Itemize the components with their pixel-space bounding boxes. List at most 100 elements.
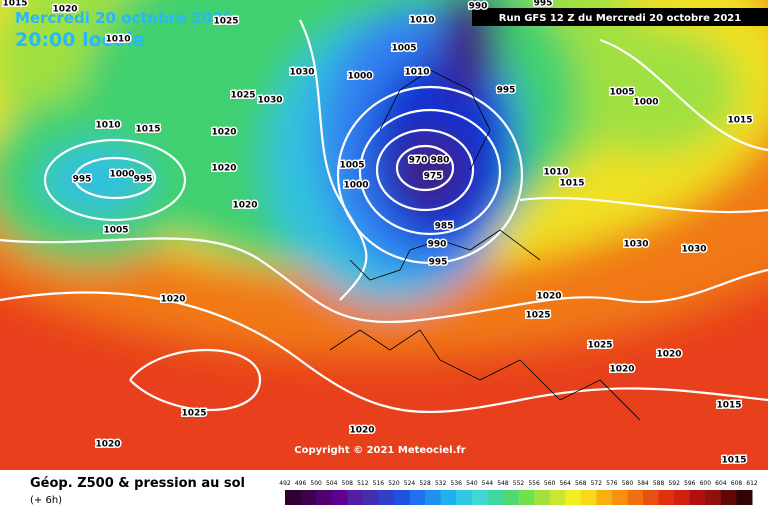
isobar-label: 1020 <box>656 350 681 360</box>
isobar-label: 995 <box>429 258 448 268</box>
color-swatch <box>736 490 753 505</box>
color-swatch <box>689 490 706 505</box>
scale-label: 536 <box>451 480 463 487</box>
isobar-label: 1030 <box>257 96 282 106</box>
isobar-label: 1010 <box>409 16 434 26</box>
scale-label: 528 <box>419 480 431 487</box>
scale-label: 544 <box>482 480 494 487</box>
isobar-label: 1010 <box>105 35 130 45</box>
color-swatch <box>300 490 317 505</box>
scale-label: 612 <box>746 480 758 487</box>
isobar-label: 1000 <box>633 98 658 108</box>
isobar-label: 1005 <box>103 226 128 236</box>
color-swatch <box>720 490 737 505</box>
isobar-label: 1005 <box>609 88 634 98</box>
field <box>0 0 768 470</box>
scale-label: 604 <box>715 480 727 487</box>
isobar-label: 1000 <box>343 181 368 191</box>
run: Run GFS 12 Z du Mercredi 20 octobre 2021 <box>499 13 741 24</box>
scale-label: 516 <box>373 480 385 487</box>
color-swatch <box>285 490 302 505</box>
isobar-label: 990 <box>469 2 488 12</box>
isobar-label: 1025 <box>213 17 238 27</box>
color-swatch <box>425 490 442 505</box>
color-swatch <box>534 490 551 505</box>
isobar-label: 1020 <box>95 440 120 450</box>
isobar-label: 1030 <box>289 68 314 78</box>
isobar-label: 1020 <box>609 365 634 375</box>
color-swatch <box>456 490 473 505</box>
scale-label: 532 <box>435 480 447 487</box>
isobar-label: 995 <box>134 175 153 185</box>
scale-label: 520 <box>388 480 400 487</box>
color-swatch <box>316 490 333 505</box>
isobar-label: 1000 <box>347 72 372 82</box>
scale-label: 580 <box>622 480 634 487</box>
isobar-label: 995 <box>534 0 553 9</box>
isobar-label: 1025 <box>181 409 206 419</box>
color-swatch <box>518 490 535 505</box>
time: 20:00 locale <box>15 29 145 51</box>
scale-label: 512 <box>357 480 369 487</box>
isobar-label: 1015 <box>727 116 752 126</box>
isobar-label: 1015 <box>721 456 746 466</box>
color-swatch <box>331 490 348 505</box>
color-swatch <box>565 490 582 505</box>
legend-title: Géop. Z500 & pression au sol <box>30 476 245 491</box>
isobar-label: 1010 <box>543 168 568 178</box>
isobar-label: 985 <box>435 222 454 232</box>
isobar-label: 1010 <box>404 68 429 78</box>
isobar-label: 1005 <box>339 161 364 171</box>
color-swatch <box>658 490 675 505</box>
scale-label: 592 <box>668 480 680 487</box>
color-swatch <box>705 490 722 505</box>
run-box <box>472 8 768 26</box>
scale-label: 492 <box>279 480 291 487</box>
isobar-label: 980 <box>431 156 450 166</box>
scale-label: 596 <box>684 480 696 487</box>
scale-label: 588 <box>653 480 665 487</box>
color-swatch <box>502 490 519 505</box>
isobar-label: 1020 <box>232 201 257 211</box>
color-swatch <box>409 490 426 505</box>
color-swatch <box>347 490 364 505</box>
isobar-label: 1015 <box>716 401 741 411</box>
isobar-label: 970 <box>409 156 428 166</box>
color-swatch <box>611 490 628 505</box>
scale-label: 608 <box>731 480 743 487</box>
isobar-label: 1015 <box>2 0 27 9</box>
scale-label: 560 <box>544 480 556 487</box>
isobar-label: 1020 <box>349 426 374 436</box>
isobar-label: 995 <box>497 86 516 96</box>
isobar-label: 990 <box>428 240 447 250</box>
color-swatch <box>440 490 457 505</box>
color-swatch <box>580 490 597 505</box>
scale-label: 564 <box>559 480 571 487</box>
copyright: Copyright © 2021 Meteociel.fr <box>294 445 465 456</box>
isobar-label: 1025 <box>230 91 255 101</box>
isobar-label: 1015 <box>135 125 160 135</box>
scale-label: 504 <box>326 480 338 487</box>
color-swatch <box>378 490 395 505</box>
isobar-label: 1020 <box>536 292 561 302</box>
scale-label: 572 <box>591 480 603 487</box>
scale-label: 556 <box>528 480 540 487</box>
scale-label: 576 <box>606 480 618 487</box>
isobar-label: 1005 <box>391 44 416 54</box>
isobar-label: 995 <box>73 175 92 185</box>
color-swatch <box>643 490 660 505</box>
isobar-label: 1015 <box>559 179 584 189</box>
color-swatch <box>471 490 488 505</box>
isobar-label: 1000 <box>109 170 134 180</box>
isobar-label: 1025 <box>525 311 550 321</box>
scale-label: 600 <box>700 480 712 487</box>
isobar-label: 1025 <box>587 341 612 351</box>
isobar-label: 1020 <box>211 164 236 174</box>
isobar-label: 1010 <box>95 121 120 131</box>
date: Mercredi 20 octobre 2021 <box>15 9 233 27</box>
color-swatch <box>674 490 691 505</box>
lead: (+ 6h) <box>30 495 62 506</box>
color-swatch <box>627 490 644 505</box>
isobar-label: 1020 <box>52 5 77 15</box>
